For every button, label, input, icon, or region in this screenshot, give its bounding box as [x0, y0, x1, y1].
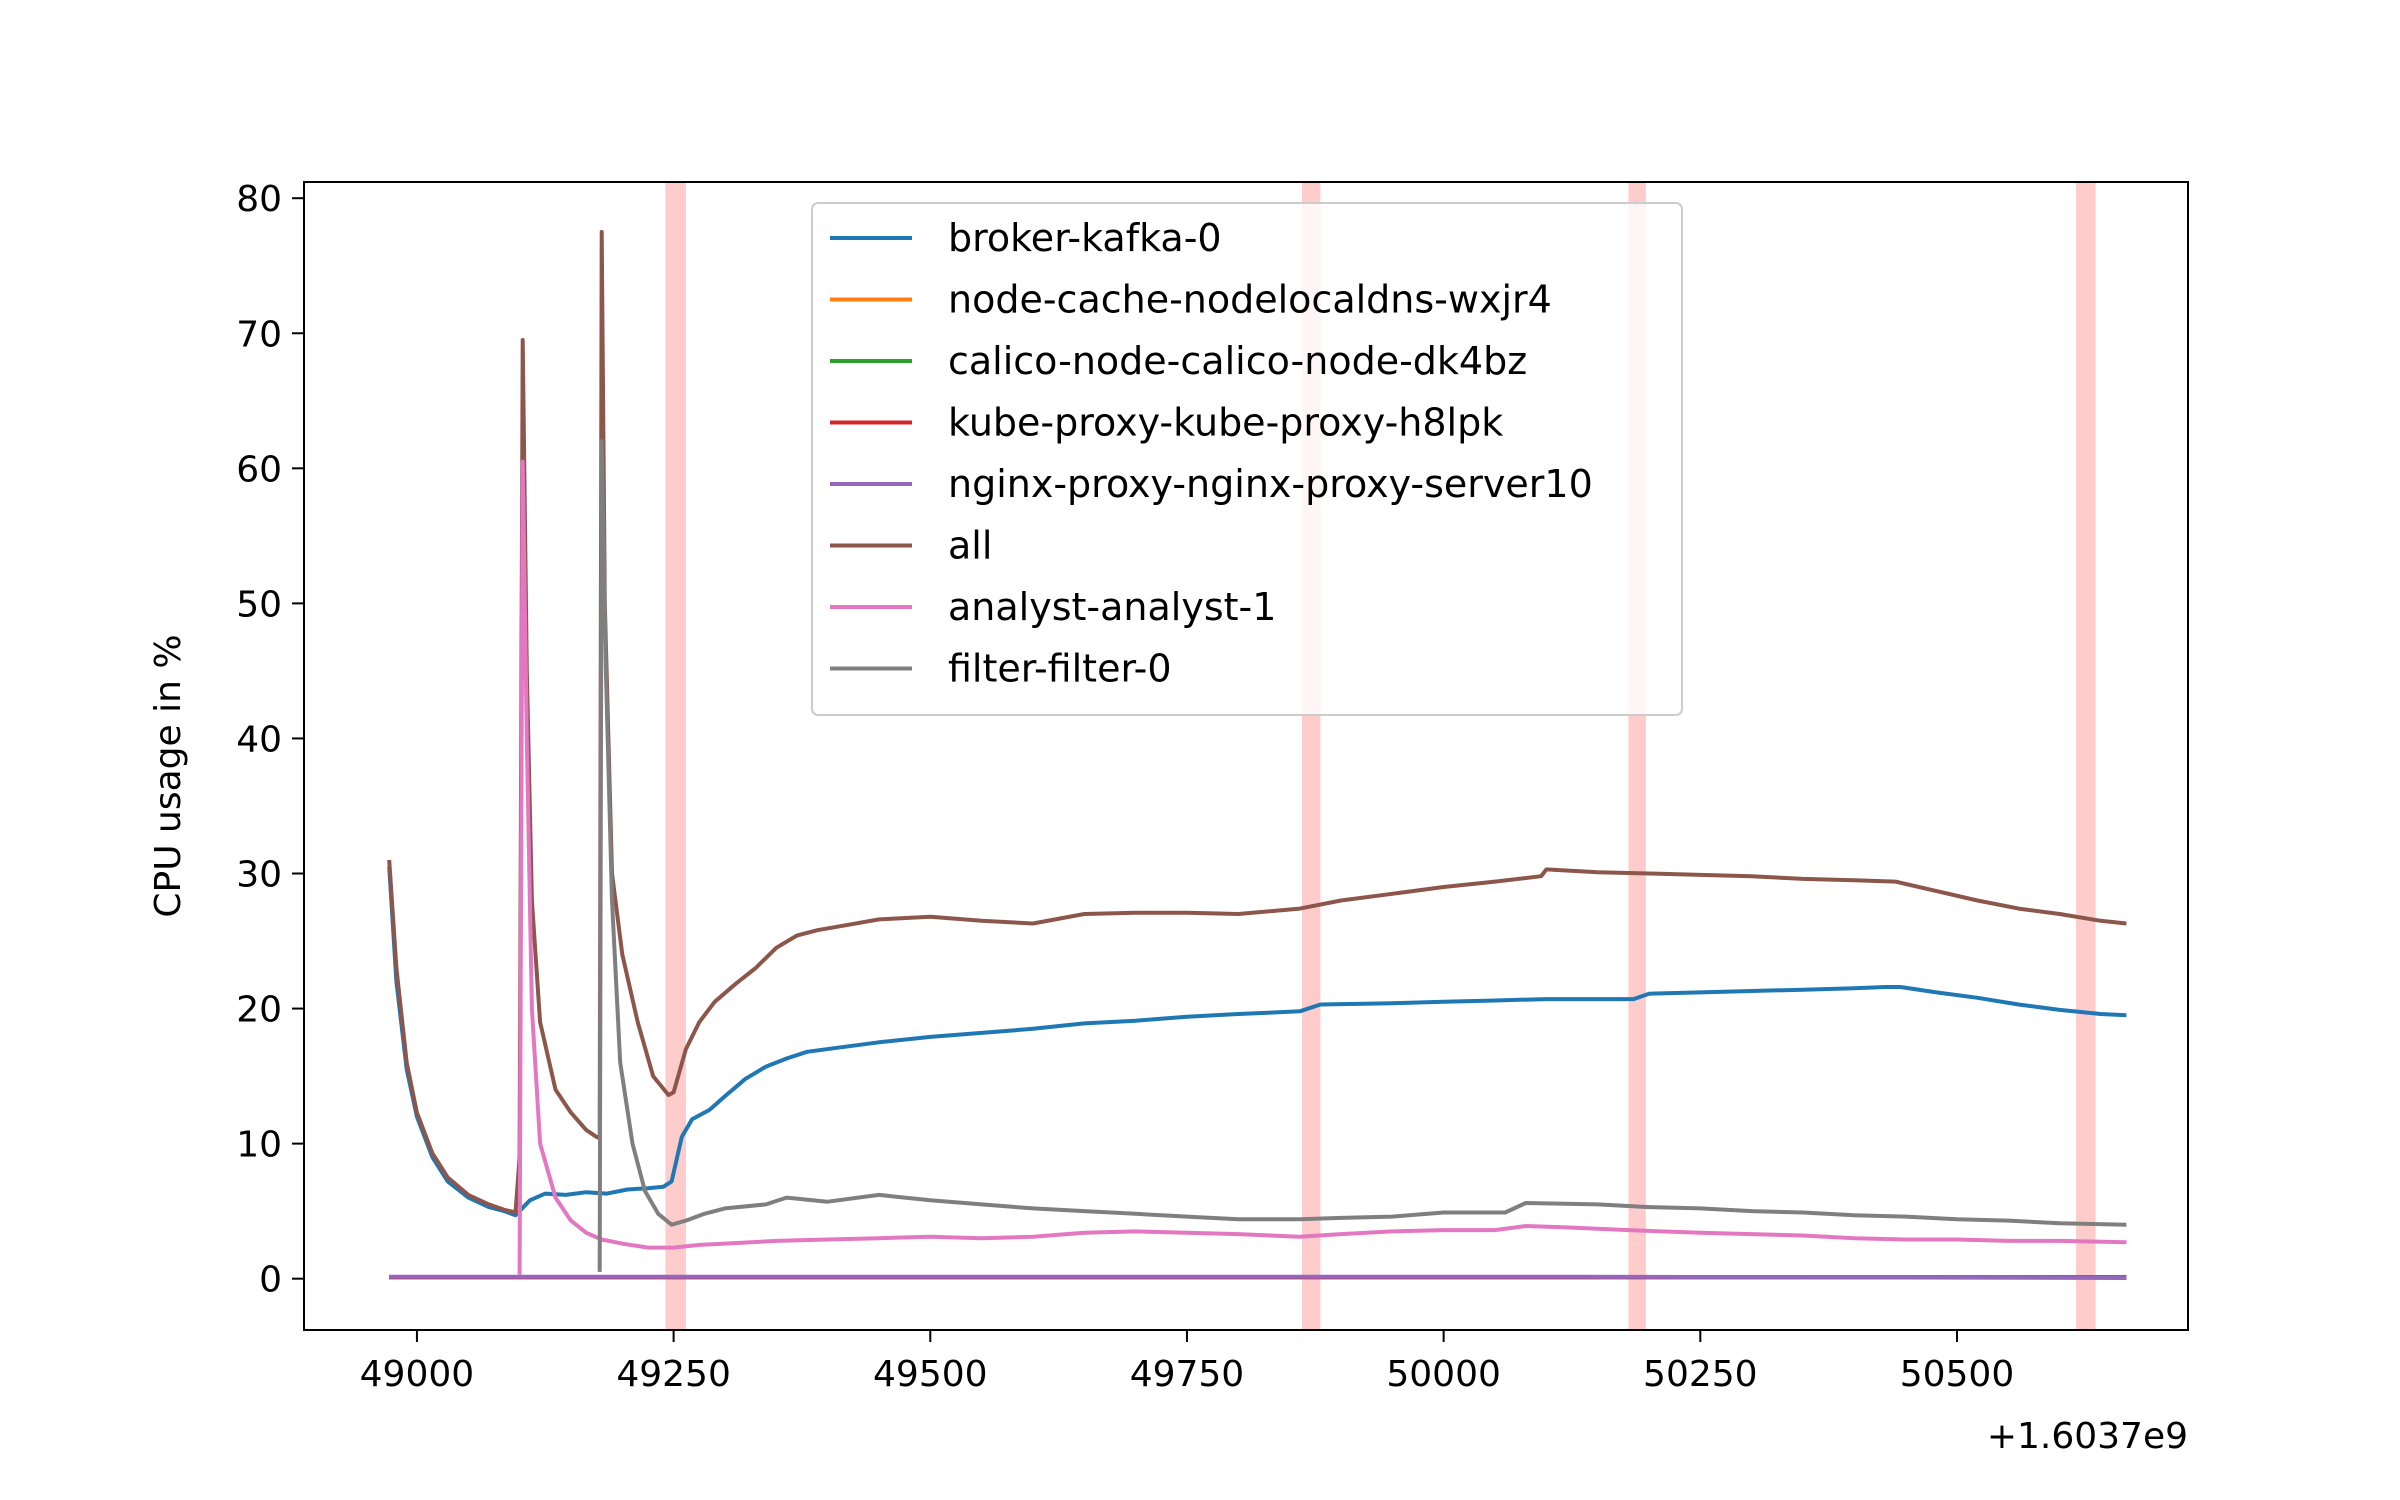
y-tick-label: 20 — [236, 990, 282, 1031]
series-lines — [387, 230, 2127, 1280]
y-axis-label: CPU usage in % — [148, 634, 189, 917]
y-tick-label: 30 — [236, 855, 282, 896]
x-tick-label: 49750 — [1130, 1354, 1245, 1395]
x-tick-label: 49000 — [360, 1354, 475, 1395]
y-tick-label: 60 — [236, 449, 282, 490]
y-tick-label: 50 — [236, 584, 282, 625]
series-line-nginx-proxy-nginx-proxy-server10 — [389, 1274, 2127, 1280]
x-tick-label: 50000 — [1386, 1354, 1501, 1395]
legend-entry: filter-filter-0 — [948, 647, 1172, 691]
x-tick-label: 49250 — [616, 1354, 731, 1395]
legend-box — [811, 202, 1683, 716]
series-line-broker-kafka-0 — [387, 866, 2127, 1218]
legend-entry: kube-proxy-kube-proxy-h8lpk — [948, 401, 1503, 445]
x-tick-label: 50500 — [1900, 1354, 2015, 1395]
y-tick-label: 80 — [236, 179, 282, 220]
x-tick-label: 49500 — [873, 1354, 988, 1395]
y-tick-label: 40 — [236, 719, 282, 760]
y-tick-label: 0 — [259, 1260, 282, 1301]
y-tick-label: 70 — [236, 314, 282, 355]
legend-entry: node-cache-nodelocaldns-wxjr4 — [948, 278, 1552, 322]
series-line-filter-filter-0 — [597, 439, 2127, 1272]
highlight-span-1 — [665, 182, 686, 1330]
y-axis-ticks: 0 10 20 30 40 50 60 70 80 — [236, 179, 304, 1301]
x-tick-label: 50250 — [1643, 1354, 1758, 1395]
y-tick-label: 10 — [236, 1125, 282, 1166]
legend: broker-kafka-0 node-cache-nodelocaldns-wx… — [811, 202, 1683, 716]
legend-entry: all — [948, 524, 992, 568]
series-line-analyst-analyst-1 — [517, 459, 2127, 1275]
legend-entry: calico-node-calico-node-dk4bz — [948, 339, 1527, 383]
highlight-span-4 — [2076, 182, 2096, 1330]
x-axis-ticks: 49000 49250 49500 49750 50000 50250 50500 — [360, 1330, 2015, 1395]
legend-entry: broker-kafka-0 — [948, 216, 1222, 260]
plot-frame — [303, 181, 2189, 1331]
legend-entry: nginx-proxy-nginx-proxy-server10 — [948, 462, 1593, 506]
x-axis-offset-label: +1.6037e9 — [1987, 1416, 2188, 1457]
legend-entry: analyst-analyst-1 — [948, 585, 1276, 629]
